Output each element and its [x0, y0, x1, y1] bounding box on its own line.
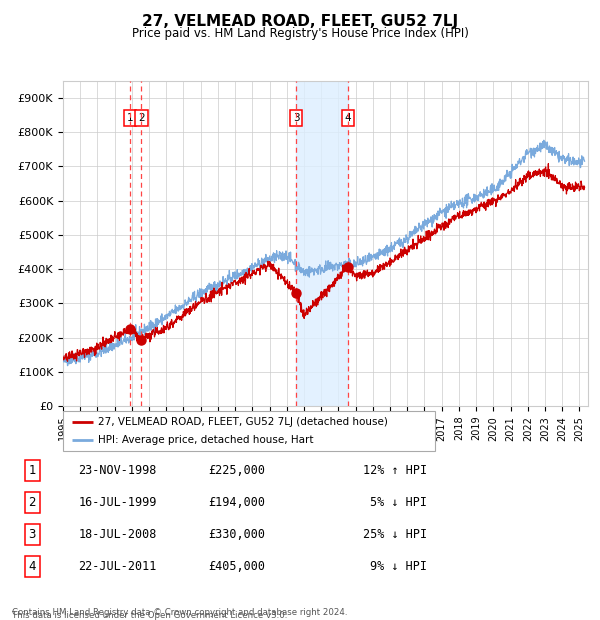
Text: 3: 3	[28, 528, 36, 541]
Text: 27, VELMEAD ROAD, FLEET, GU52 7LJ: 27, VELMEAD ROAD, FLEET, GU52 7LJ	[142, 14, 458, 29]
Text: 16-JUL-1999: 16-JUL-1999	[78, 496, 157, 509]
Text: 3: 3	[293, 113, 299, 123]
Text: 2: 2	[28, 496, 36, 509]
Text: 1: 1	[28, 464, 36, 477]
Text: This data is licensed under the Open Government Licence v3.0.: This data is licensed under the Open Gov…	[12, 611, 287, 620]
Text: 12% ↑ HPI: 12% ↑ HPI	[362, 464, 427, 477]
Text: 1: 1	[127, 113, 133, 123]
Text: Price paid vs. HM Land Registry's House Price Index (HPI): Price paid vs. HM Land Registry's House …	[131, 27, 469, 40]
Text: 22-JUL-2011: 22-JUL-2011	[78, 560, 157, 574]
Text: 25% ↓ HPI: 25% ↓ HPI	[362, 528, 427, 541]
Text: 5% ↓ HPI: 5% ↓ HPI	[370, 496, 427, 509]
FancyBboxPatch shape	[63, 411, 435, 451]
Text: £330,000: £330,000	[208, 528, 265, 541]
Text: £405,000: £405,000	[208, 560, 265, 574]
Text: 27, VELMEAD ROAD, FLEET, GU52 7LJ (detached house): 27, VELMEAD ROAD, FLEET, GU52 7LJ (detac…	[98, 417, 388, 427]
Text: 4: 4	[344, 113, 351, 123]
Text: £194,000: £194,000	[208, 496, 265, 509]
Text: 2: 2	[138, 113, 145, 123]
Text: 4: 4	[28, 560, 36, 574]
Text: Contains HM Land Registry data © Crown copyright and database right 2024.: Contains HM Land Registry data © Crown c…	[12, 608, 347, 617]
Text: 18-JUL-2008: 18-JUL-2008	[78, 528, 157, 541]
Bar	[296, 81, 348, 406]
Text: 9% ↓ HPI: 9% ↓ HPI	[370, 560, 427, 574]
Text: £225,000: £225,000	[208, 464, 265, 477]
Text: HPI: Average price, detached house, Hart: HPI: Average price, detached house, Hart	[98, 435, 314, 446]
Text: 23-NOV-1998: 23-NOV-1998	[78, 464, 157, 477]
